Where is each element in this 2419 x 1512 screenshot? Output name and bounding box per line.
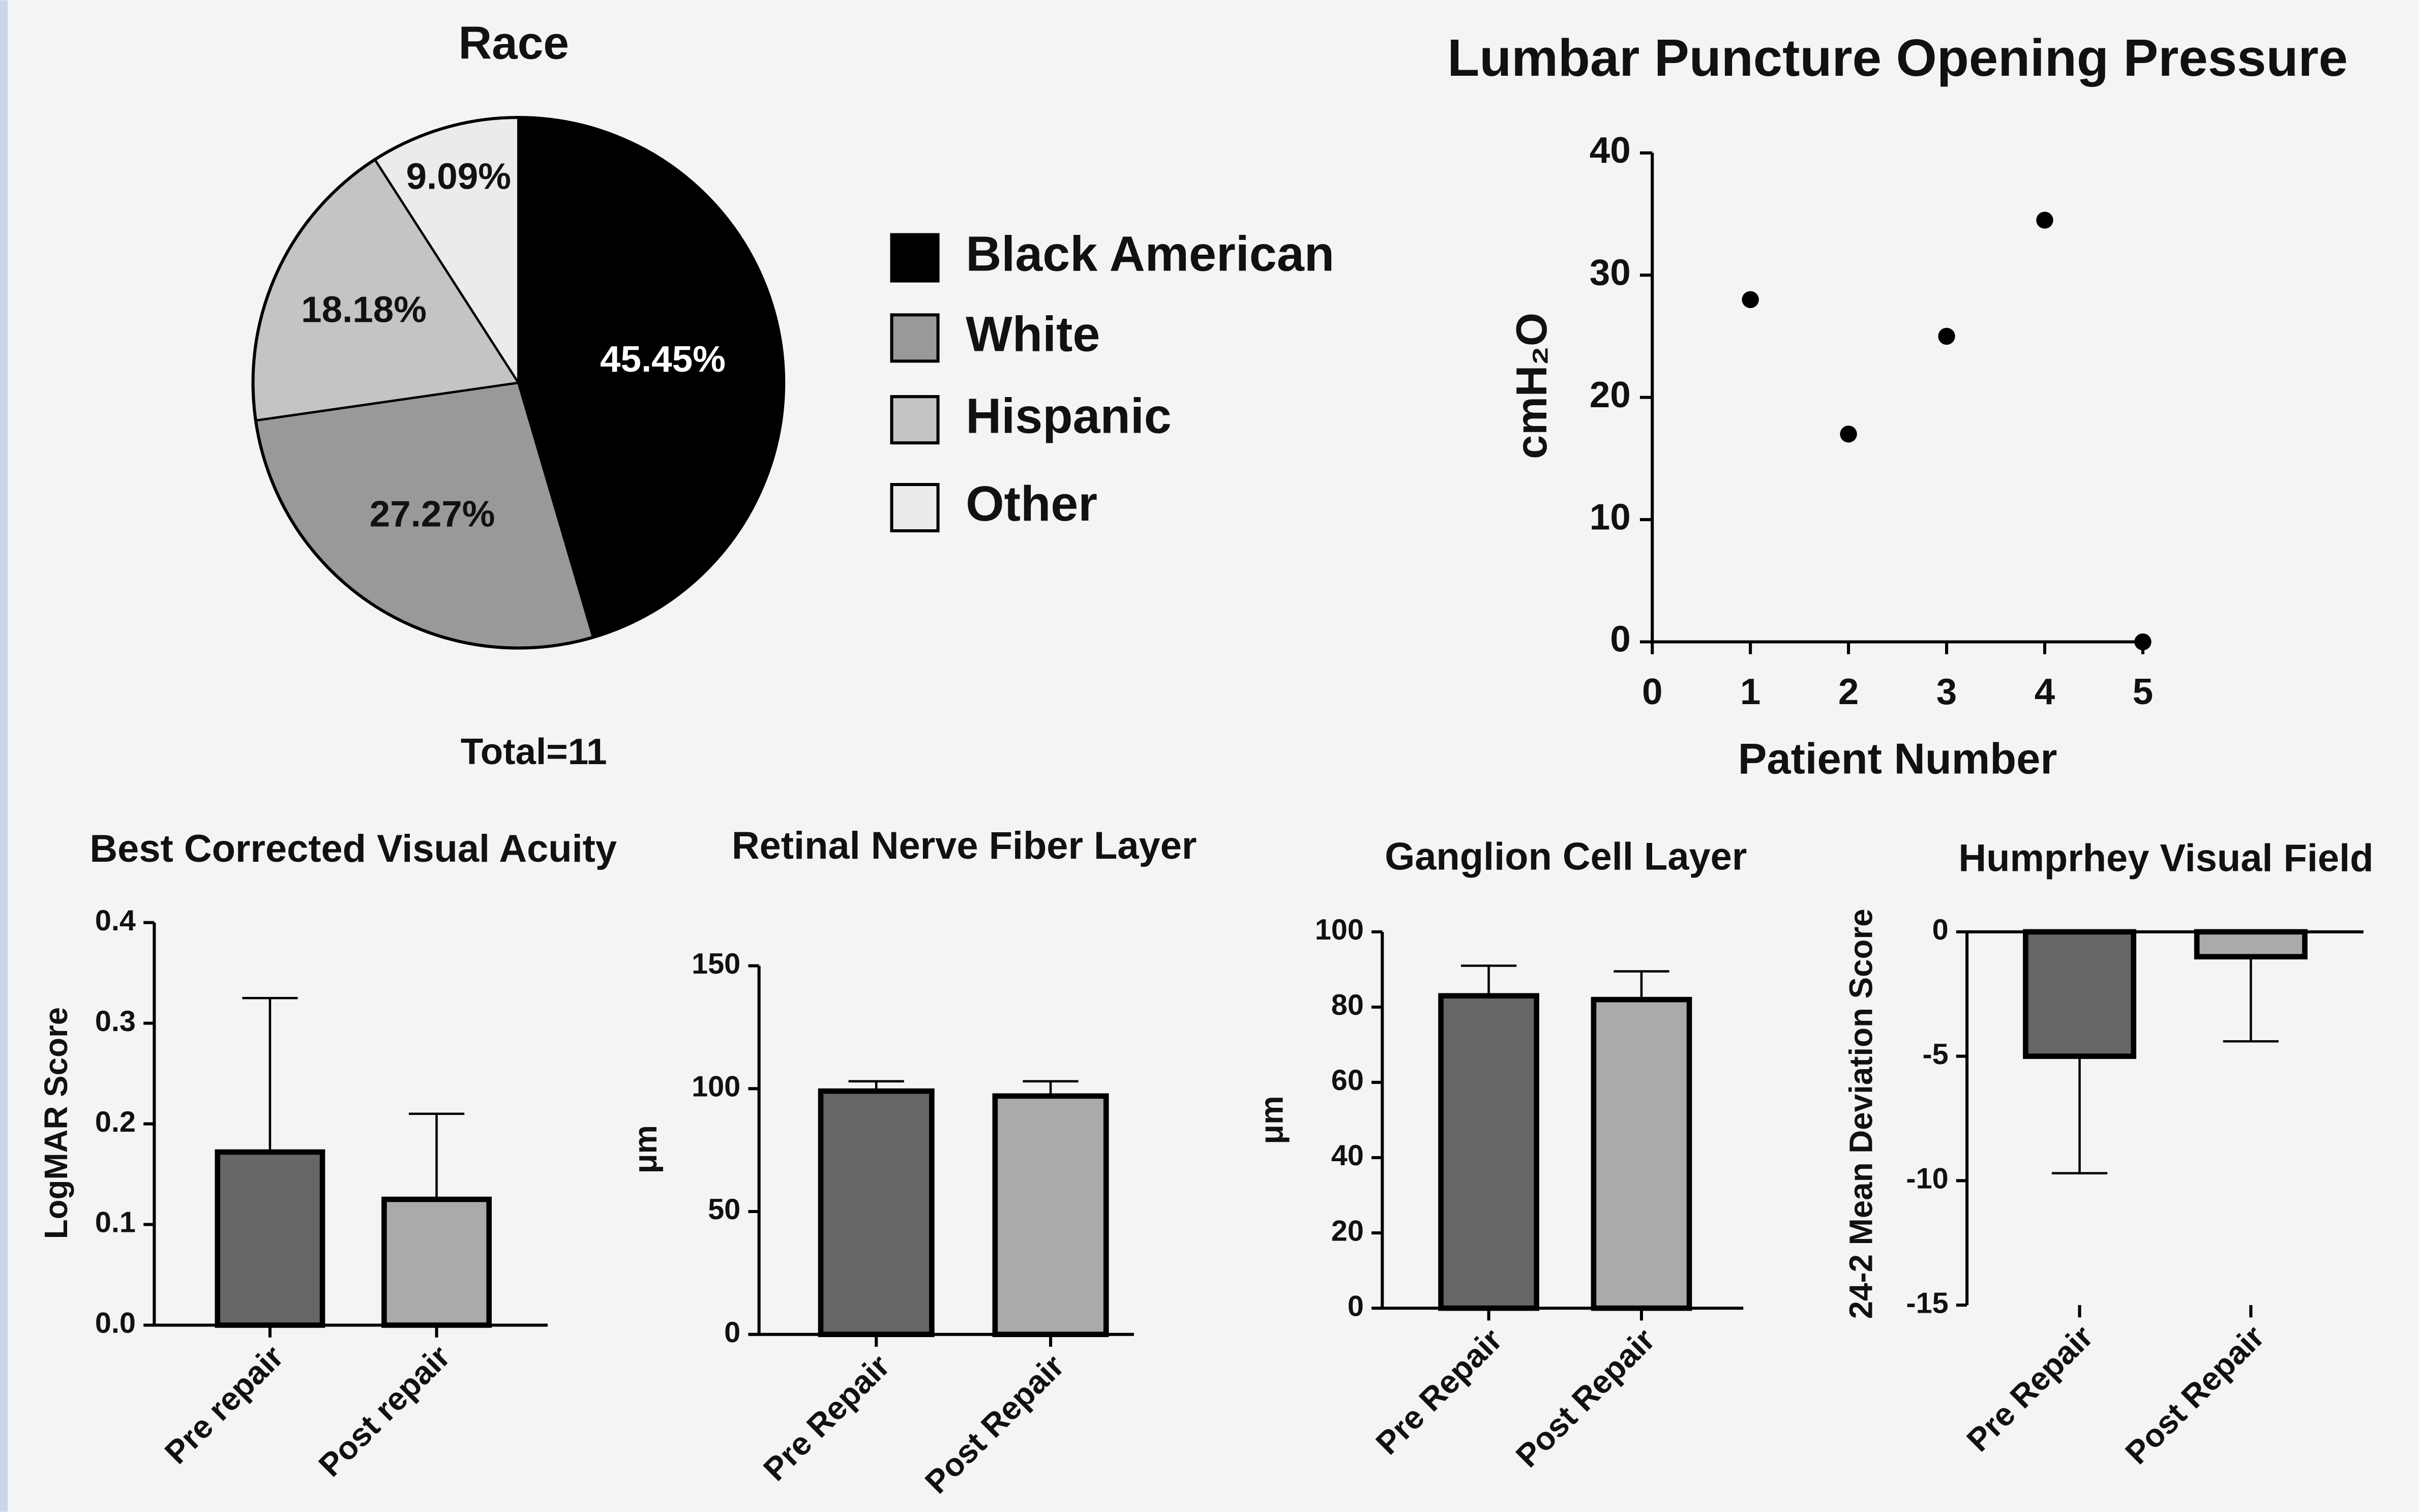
- scatter-point: [1840, 426, 1857, 443]
- chart-title: Lumbar Puncture Opening Pressure: [1447, 28, 2348, 87]
- x-tick-label: 4: [2035, 671, 2055, 712]
- x-tick-label: Post Repair: [918, 1348, 1071, 1500]
- x-tick-label: Pre repair: [158, 1339, 290, 1471]
- y-axis-label: μm: [1254, 1096, 1290, 1144]
- x-tick-label: Post repair: [312, 1339, 457, 1484]
- x-tick-label: 5: [2133, 671, 2154, 712]
- x-tick-label: Pre Repair: [1369, 1321, 1509, 1461]
- pie-outline: [251, 115, 786, 650]
- scatter-point: [1938, 327, 1955, 345]
- y-axis-label: μm: [628, 1125, 664, 1174]
- scatter-point: [2036, 211, 2053, 229]
- legend-swatch: [890, 483, 940, 533]
- chart-title: Race: [458, 17, 569, 69]
- legend-label: Other: [966, 476, 1097, 531]
- bar: [2023, 929, 2137, 1059]
- bar: [1438, 993, 1539, 1311]
- y-tick-label: 0.0: [95, 1307, 136, 1340]
- bar: [215, 1149, 325, 1328]
- x-tick-label: 0: [1642, 671, 1663, 712]
- legend-label: Black American: [966, 226, 1334, 282]
- y-tick-label: -5: [1922, 1038, 1948, 1071]
- y-tick-label: 40: [1590, 130, 1631, 171]
- x-tick-label: Post Repair: [1509, 1321, 1662, 1474]
- y-tick-label: 0.1: [95, 1206, 136, 1239]
- legend-label: White: [966, 306, 1100, 361]
- x-tick-label: 2: [1838, 671, 1859, 712]
- y-axis-label: cmH₂O: [1507, 313, 1556, 459]
- chart-title: Best Corrected Visual Acuity: [89, 827, 617, 870]
- legend-label: Hispanic: [966, 388, 1172, 443]
- legend-swatch: [890, 233, 940, 283]
- slice-label: 45.45%: [600, 339, 726, 380]
- x-tick-label: Pre Repair: [757, 1348, 897, 1488]
- x-axis-label: Patient Number: [1738, 735, 2057, 783]
- legend-swatch: [890, 313, 940, 363]
- y-tick-label: 150: [692, 948, 740, 980]
- scatter-point: [1742, 291, 1759, 308]
- y-tick-label: 0.2: [95, 1106, 136, 1138]
- bar: [818, 1088, 935, 1337]
- y-tick-label: 80: [1331, 989, 1364, 1021]
- y-tick-label: 0: [1932, 914, 1949, 946]
- y-tick-label: 60: [1331, 1064, 1364, 1097]
- y-tick-label: 0: [724, 1316, 740, 1349]
- chart-title: Ganglion Cell Layer: [1385, 835, 1747, 878]
- x-tick-label: 3: [1936, 671, 1957, 712]
- slice-label: 9.09%: [406, 156, 511, 197]
- y-tick-label: 0: [1610, 619, 1631, 660]
- x-tick-label: Pre Repair: [1960, 1318, 2100, 1458]
- y-tick-label: 100: [1315, 914, 1364, 946]
- x-tick-label: 1: [1740, 671, 1761, 712]
- chart-title: Humprhey Visual Field: [1958, 836, 2373, 880]
- bar: [2194, 929, 2308, 960]
- legend-swatch: [890, 395, 940, 445]
- y-tick-label: 30: [1590, 252, 1631, 293]
- bar: [992, 1093, 1109, 1337]
- x-tick-label: Post Repair: [2118, 1318, 2271, 1471]
- left-strip: [0, 0, 8, 1512]
- y-axis-label: LogMAR Score: [38, 1007, 74, 1239]
- slice-label: 27.27%: [370, 493, 495, 534]
- annotation: Total=11: [461, 731, 607, 772]
- y-tick-label: 10: [1590, 496, 1631, 537]
- y-tick-label: 50: [708, 1193, 740, 1226]
- scatter-point: [2134, 633, 2152, 651]
- y-tick-label: 0: [1348, 1290, 1364, 1322]
- y-tick-label: -15: [1906, 1287, 1948, 1319]
- y-tick-label: 40: [1331, 1139, 1364, 1172]
- y-tick-label: 0.4: [95, 904, 136, 937]
- y-axis-label: 24-2 Mean Deviation Score: [1843, 909, 1879, 1319]
- y-tick-label: 100: [692, 1071, 740, 1103]
- y-tick-label: 20: [1590, 374, 1631, 415]
- bar: [1591, 996, 1692, 1311]
- y-tick-label: -10: [1906, 1163, 1948, 1195]
- bar: [381, 1196, 492, 1328]
- slice-label: 18.18%: [301, 289, 427, 330]
- chart-title: Retinal Nerve Fiber Layer: [732, 824, 1197, 867]
- y-tick-label: 0.3: [95, 1005, 136, 1038]
- y-tick-label: 20: [1331, 1215, 1364, 1247]
